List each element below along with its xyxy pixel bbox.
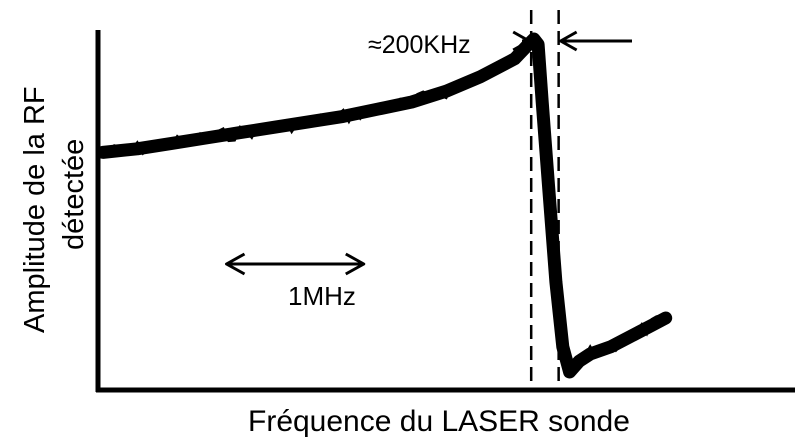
resolution-label: ≈200KHz	[368, 31, 471, 59]
series-line	[96, 32, 673, 379]
scale-label: 1MHz	[288, 281, 356, 311]
resolution-arrow-right-head	[559, 30, 578, 52]
x-axis-label: Fréquence du LASER sonde	[248, 405, 630, 438]
scale-arrow-head-left	[225, 252, 246, 276]
scale-arrow-head-right	[345, 252, 366, 276]
y-axis-label-line1: Amplitude de la RF	[19, 86, 51, 333]
series-line-core	[98, 34, 671, 377]
resolution-arrow-left-head	[512, 30, 531, 52]
series-noise	[102, 42, 662, 376]
y-axis-label-line2: détectée	[58, 139, 90, 250]
